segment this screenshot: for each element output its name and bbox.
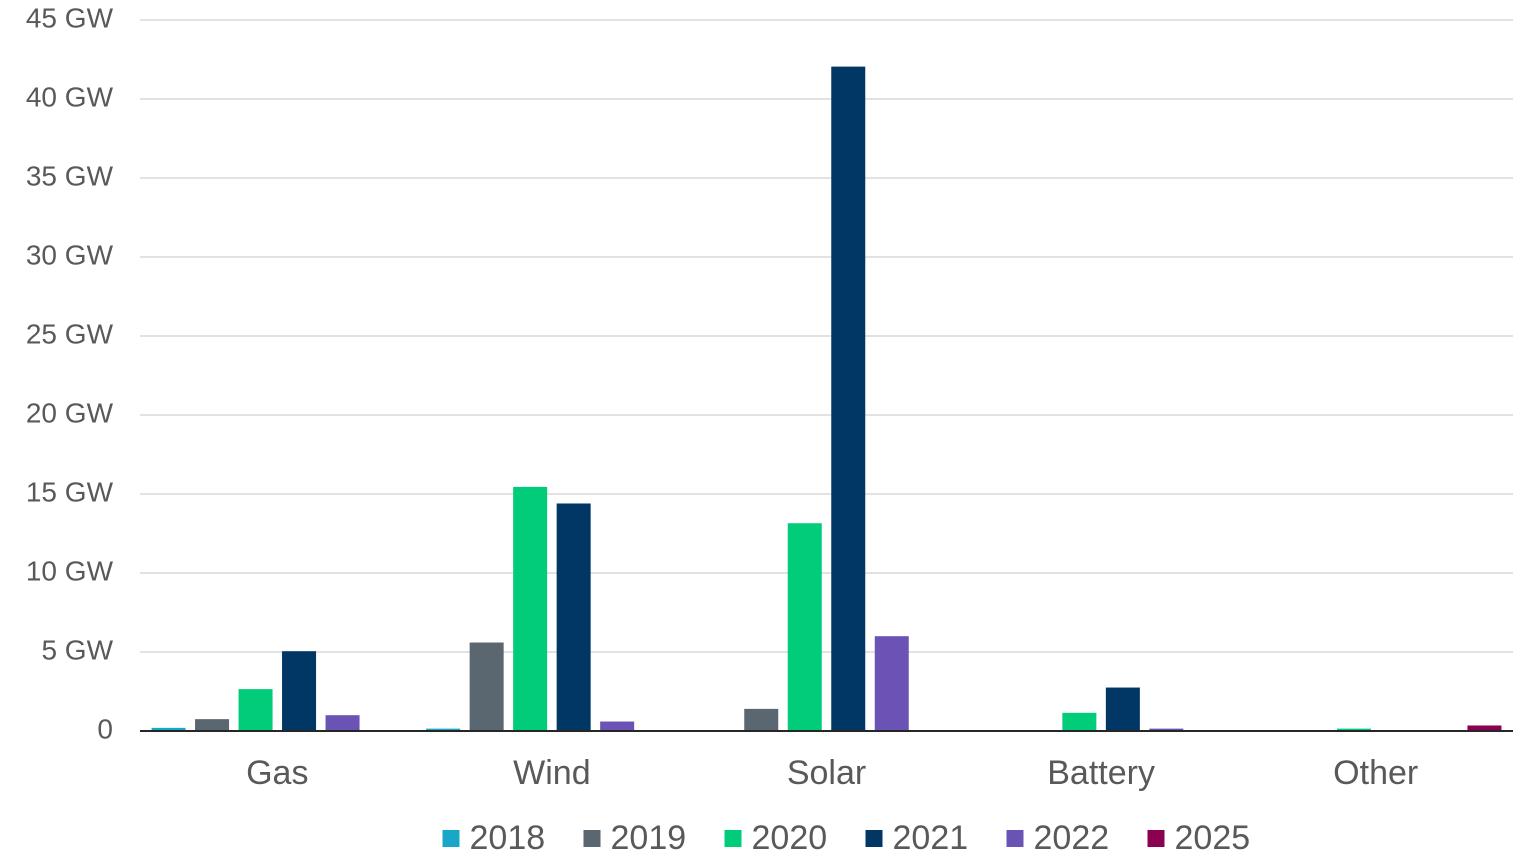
bar — [195, 719, 230, 731]
bar — [469, 642, 504, 731]
legend-label: 2022 — [1034, 819, 1110, 857]
legend-swatch — [724, 830, 742, 847]
legend-label: 2025 — [1175, 819, 1251, 857]
x-tick-label: Battery — [1047, 754, 1155, 792]
bar — [1105, 687, 1140, 731]
bar — [874, 636, 909, 731]
y-tick-label: 0 — [97, 713, 113, 744]
legend-label: 2020 — [752, 819, 828, 857]
bar — [513, 486, 548, 731]
y-tick-label: 35 GW — [26, 160, 114, 191]
bar — [282, 651, 317, 731]
y-tick-label: 30 GW — [26, 239, 114, 270]
bar — [238, 689, 273, 731]
legend-label: 2019 — [611, 819, 687, 857]
y-tick-label: 40 GW — [26, 81, 114, 112]
legend-swatch — [1006, 830, 1024, 847]
x-tick-label: Gas — [246, 754, 308, 792]
bar — [831, 66, 866, 732]
legend-swatch — [442, 830, 460, 847]
y-tick-label: 45 GW — [26, 2, 114, 33]
y-tick-label: 25 GW — [26, 318, 114, 349]
x-tick-label: Other — [1333, 754, 1418, 792]
y-tick-label: 5 GW — [41, 634, 113, 665]
y-tick-label: 20 GW — [26, 397, 114, 428]
bar — [556, 503, 591, 731]
bar — [787, 523, 822, 731]
y-tick-label: 10 GW — [26, 555, 114, 586]
bar — [1149, 728, 1184, 731]
legend-swatch — [1147, 830, 1165, 847]
x-tick-label: Wind — [513, 754, 590, 792]
bar — [1467, 725, 1502, 731]
legend-label: 2021 — [893, 819, 969, 857]
bar — [600, 721, 635, 731]
x-tick-label: Solar — [787, 754, 866, 792]
legend-swatch — [865, 830, 883, 847]
legend-label: 2018 — [470, 819, 546, 857]
y-tick-label: 15 GW — [26, 476, 114, 507]
bar — [744, 708, 779, 731]
bar — [1336, 728, 1371, 731]
bar — [1062, 712, 1097, 731]
legend-swatch — [583, 830, 601, 847]
bar — [426, 728, 461, 731]
bar — [151, 727, 186, 731]
bar — [325, 715, 360, 731]
